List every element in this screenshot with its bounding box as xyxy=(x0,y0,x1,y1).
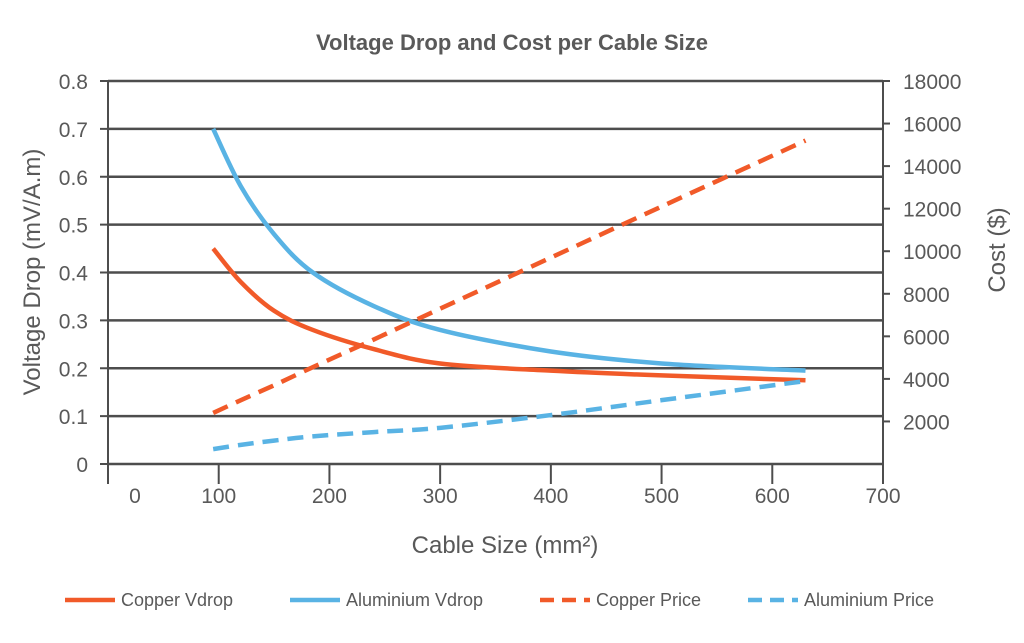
y-tick-label: 0.2 xyxy=(59,358,88,381)
axes: 00.10.20.30.40.50.60.70.8200040006000800… xyxy=(59,71,962,508)
y2-axis-label: Cost ($) xyxy=(984,207,1011,292)
x-tick-label: 600 xyxy=(755,485,790,508)
series-line-aluminium-vdrop xyxy=(211,127,806,373)
series-line-aluminium-price xyxy=(212,378,806,452)
series-line-copper-price xyxy=(212,138,807,415)
y2-tick-label: 8000 xyxy=(903,284,950,307)
legend-item: Aluminium Price xyxy=(748,590,934,610)
x-tick-label: 0 xyxy=(129,485,141,508)
series-line-copper-vdrop xyxy=(211,247,806,383)
y-tick-label: 0.7 xyxy=(59,119,88,142)
y2-tick-label: 10000 xyxy=(903,241,961,264)
y2-tick-label: 2000 xyxy=(903,411,950,434)
legend: Copper Vdrop Aluminium Vdrop Copper Price A… xyxy=(65,590,934,610)
series-lines xyxy=(211,127,807,452)
y-axis-label: Voltage Drop (mV/A.m) xyxy=(19,149,46,396)
legend-label: Copper Vdrop xyxy=(121,590,233,610)
y-tick-label: 0.5 xyxy=(59,215,88,238)
legend-label: Aluminium Vdrop xyxy=(346,590,483,610)
x-tick-label: 100 xyxy=(201,485,236,508)
y2-tick-label: 6000 xyxy=(903,326,950,349)
y2-tick-label: 4000 xyxy=(903,369,950,392)
x-tick-label: 500 xyxy=(644,485,679,508)
chart-title: Voltage Drop and Cost per Cable Size xyxy=(316,30,708,55)
legend-item: Copper Vdrop xyxy=(65,590,233,610)
x-tick-label: 700 xyxy=(865,485,900,508)
legend-label: Copper Price xyxy=(596,590,701,610)
y2-tick-label: 12000 xyxy=(903,199,961,222)
legend-item: Aluminium Vdrop xyxy=(290,590,483,610)
y2-tick-label: 16000 xyxy=(903,114,961,137)
y2-tick-label: 18000 xyxy=(903,71,961,94)
y2-tick-label: 14000 xyxy=(903,156,961,179)
y-tick-label: 0 xyxy=(76,454,88,477)
y-tick-label: 0.8 xyxy=(59,71,88,94)
x-tick-label: 200 xyxy=(312,485,347,508)
x-tick-label: 400 xyxy=(533,485,568,508)
x-tick-label: 300 xyxy=(423,485,458,508)
legend-label: Aluminium Price xyxy=(804,590,934,610)
y-tick-label: 0.4 xyxy=(59,263,89,286)
y-tick-label: 0.3 xyxy=(59,310,88,333)
legend-item: Copper Price xyxy=(540,590,701,610)
x-axis-label: Cable Size (mm²) xyxy=(412,532,599,559)
y-tick-label: 0.6 xyxy=(59,167,88,190)
y-tick-label: 0.1 xyxy=(59,406,88,429)
